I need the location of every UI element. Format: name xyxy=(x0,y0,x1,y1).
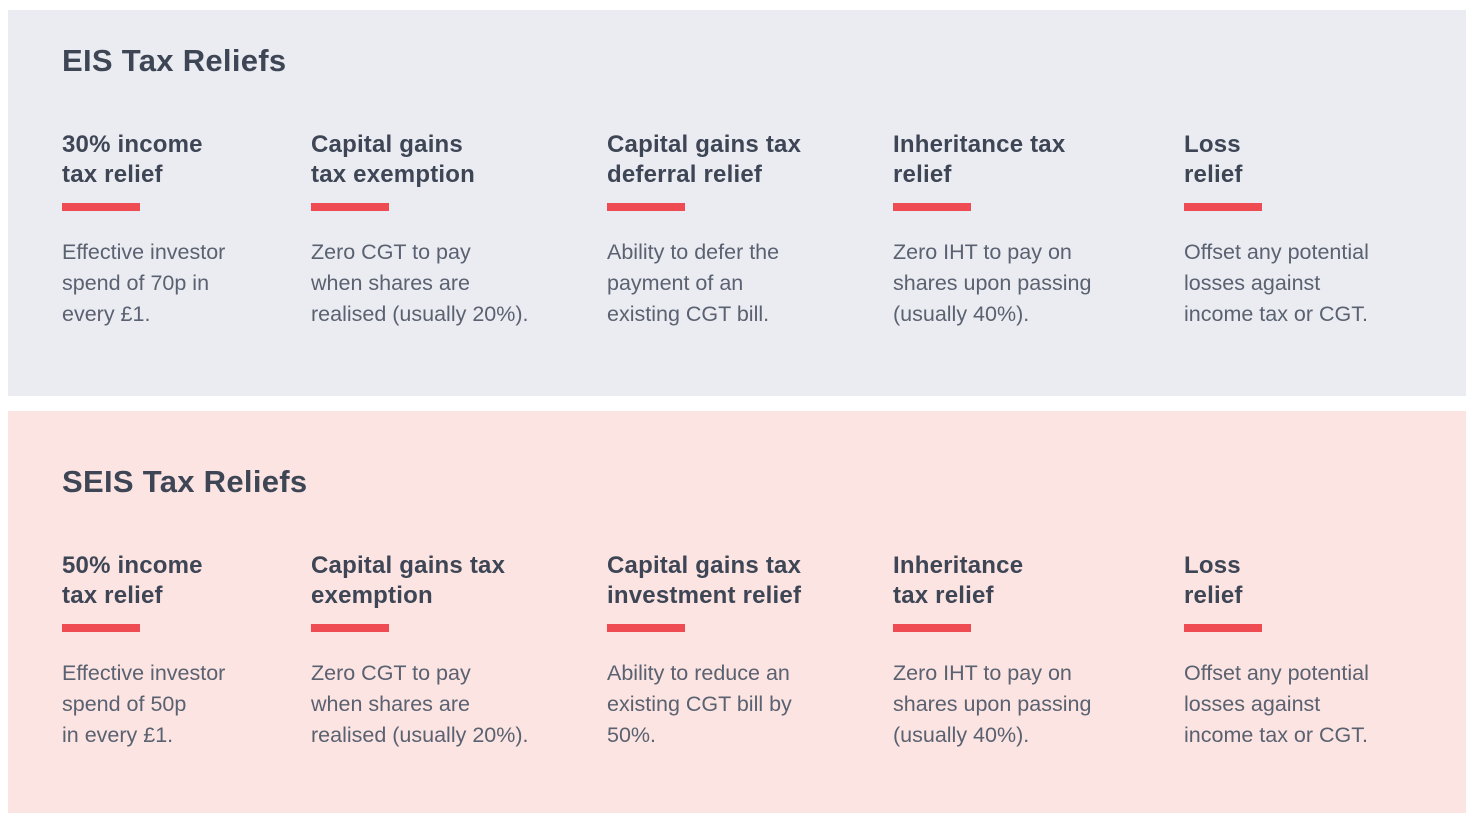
relief-card-seis-cgt-exemption: Capital gains tax exemption Zero CGT to … xyxy=(311,551,607,751)
relief-description: Offset any potential losses against inco… xyxy=(1184,661,1369,747)
relief-heading: 50% income tax relief xyxy=(62,552,203,609)
section-seis-tax-reliefs: SEIS Tax Reliefs 50% income tax relief E… xyxy=(8,411,1466,813)
eis-columns: 30% income tax relief Effective investor… xyxy=(62,130,1430,330)
accent-underline xyxy=(62,203,140,211)
seis-columns: 50% income tax relief Effective investor… xyxy=(62,551,1430,751)
relief-heading: Capital gains tax exemption xyxy=(311,552,506,609)
relief-heading: 30% income tax relief xyxy=(62,131,203,188)
relief-card-seis-loss-relief: Loss relief Offset any potential losses … xyxy=(1184,551,1430,751)
accent-underline xyxy=(893,203,971,211)
relief-heading: Loss relief xyxy=(1184,552,1243,609)
relief-card-eis-cgt-deferral: Capital gains tax deferral relief Abilit… xyxy=(607,130,893,330)
relief-description: Effective investor spend of 50p in every… xyxy=(62,661,226,747)
section-title-seis: SEIS Tax Reliefs xyxy=(62,464,308,499)
relief-card-seis-income-tax: 50% income tax relief Effective investor… xyxy=(62,551,311,751)
relief-description: Effective investor spend of 70p in every… xyxy=(62,240,226,326)
relief-card-seis-inheritance-tax: Inheritance tax relief Zero IHT to pay o… xyxy=(893,551,1184,751)
relief-heading: Inheritance tax relief xyxy=(893,131,1066,188)
relief-heading: Capital gains tax investment relief xyxy=(607,552,802,609)
relief-card-seis-cgt-investment: Capital gains tax investment relief Abil… xyxy=(607,551,893,751)
relief-description: Ability to reduce an existing CGT bill b… xyxy=(607,661,792,747)
relief-card-eis-loss-relief: Loss relief Offset any potential losses … xyxy=(1184,130,1430,330)
relief-heading: Inheritance tax relief xyxy=(893,552,1024,609)
relief-card-eis-cgt-exemption: Capital gains tax exemption Zero CGT to … xyxy=(311,130,607,330)
accent-underline xyxy=(311,203,389,211)
relief-card-eis-income-tax: 30% income tax relief Effective investor… xyxy=(62,130,311,330)
relief-heading: Loss relief xyxy=(1184,131,1243,188)
accent-underline xyxy=(62,624,140,632)
accent-underline xyxy=(311,624,389,632)
relief-description: Ability to defer the payment of an exist… xyxy=(607,240,780,326)
relief-description: Offset any potential losses against inco… xyxy=(1184,240,1369,326)
accent-underline xyxy=(1184,624,1262,632)
relief-card-eis-inheritance-tax: Inheritance tax relief Zero IHT to pay o… xyxy=(893,130,1184,330)
accent-underline xyxy=(1184,203,1262,211)
relief-description: Zero CGT to pay when shares are realised… xyxy=(311,240,529,326)
accent-underline xyxy=(607,203,685,211)
relief-description: Zero IHT to pay on shares upon passing (… xyxy=(893,661,1092,747)
section-title-eis: EIS Tax Reliefs xyxy=(62,43,287,78)
accent-underline xyxy=(607,624,685,632)
relief-description: Zero CGT to pay when shares are realised… xyxy=(311,661,529,747)
accent-underline xyxy=(893,624,971,632)
relief-heading: Capital gains tax deferral relief xyxy=(607,131,802,188)
section-eis-tax-reliefs: EIS Tax Reliefs 30% income tax relief Ef… xyxy=(8,10,1466,396)
relief-description: Zero IHT to pay on shares upon passing (… xyxy=(893,240,1092,326)
relief-heading: Capital gains tax exemption xyxy=(311,131,475,188)
